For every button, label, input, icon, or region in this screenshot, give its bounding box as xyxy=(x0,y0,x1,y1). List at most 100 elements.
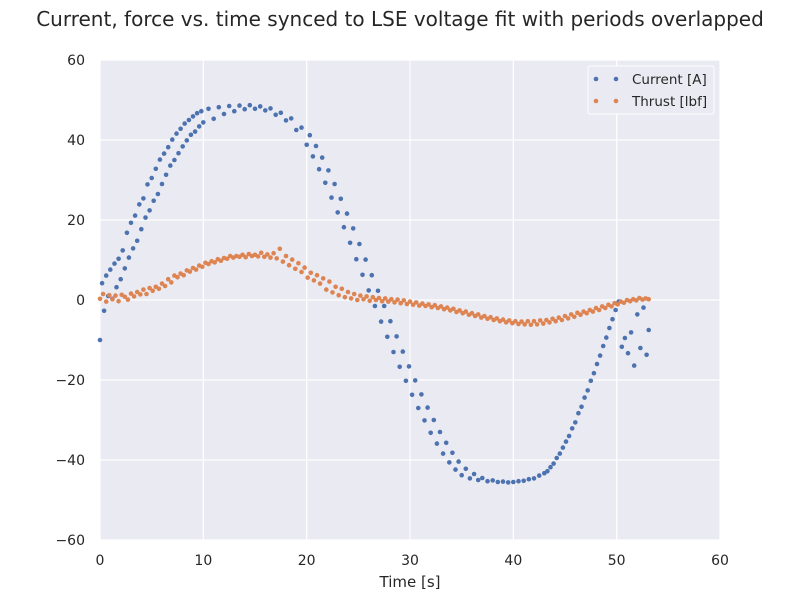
current-point xyxy=(412,378,418,383)
current-point xyxy=(178,126,183,132)
current-point xyxy=(149,175,154,181)
thrust-point xyxy=(578,312,583,318)
thrust-point xyxy=(175,274,180,280)
thrust-point xyxy=(187,269,193,274)
thrust-point xyxy=(240,252,245,258)
thrust-point xyxy=(556,315,562,320)
thrust-point xyxy=(258,250,264,256)
current-point xyxy=(646,327,651,333)
current-point xyxy=(366,288,372,293)
current-point xyxy=(585,388,590,393)
thrust-point xyxy=(404,301,410,307)
current-point xyxy=(237,103,242,108)
current-point xyxy=(99,280,105,286)
thrust-point xyxy=(283,253,289,259)
current-point xyxy=(153,166,159,172)
current-point xyxy=(338,196,344,202)
current-point xyxy=(124,230,130,236)
current-point xyxy=(190,114,196,119)
current-point xyxy=(619,344,625,350)
current-point xyxy=(505,480,511,485)
current-point xyxy=(132,213,138,218)
thrust-point xyxy=(572,314,577,320)
thrust-point xyxy=(451,306,456,312)
current-point xyxy=(101,308,107,314)
current-point xyxy=(526,476,532,482)
series-thrust xyxy=(97,246,651,328)
legend: Current [A] Thrust [lbf] xyxy=(587,65,715,115)
current-point xyxy=(118,276,123,282)
current-point xyxy=(422,418,427,423)
thrust-point xyxy=(358,293,363,298)
current-point xyxy=(521,478,526,484)
y-tick-label: 0 xyxy=(76,293,85,309)
current-point xyxy=(604,335,609,340)
thrust-point xyxy=(386,299,391,304)
current-point xyxy=(172,157,177,163)
thrust-point xyxy=(615,302,620,307)
current-point xyxy=(582,395,587,400)
current-point xyxy=(385,334,390,340)
current-point xyxy=(440,451,446,456)
thrust-point xyxy=(355,297,360,303)
thrust-point xyxy=(553,318,558,324)
thrust-point xyxy=(128,291,134,296)
thrust-point xyxy=(308,270,314,276)
current-point xyxy=(360,272,365,278)
current-point xyxy=(490,478,496,483)
thrust-point xyxy=(547,320,552,325)
thrust-point xyxy=(255,254,261,259)
current-point xyxy=(569,426,575,431)
x-tick-label: 40 xyxy=(504,553,522,569)
current-point xyxy=(459,472,465,478)
current-point xyxy=(431,417,437,423)
thrust-point xyxy=(169,280,174,285)
thrust-point xyxy=(534,322,540,327)
current-point xyxy=(350,226,356,231)
thrust-point xyxy=(482,313,487,319)
thrust-point xyxy=(519,319,524,324)
thrust-point xyxy=(590,309,596,314)
current-point xyxy=(174,131,179,136)
current-point xyxy=(232,108,237,114)
current-point xyxy=(199,108,204,114)
current-point xyxy=(357,241,362,247)
legend-label-thrust: Thrust [lbf] xyxy=(631,94,707,110)
thrust-point xyxy=(265,252,270,257)
current-point xyxy=(147,208,152,213)
current-point xyxy=(170,137,175,142)
current-point xyxy=(403,378,409,384)
current-point xyxy=(257,104,263,109)
thrust-point xyxy=(361,296,366,302)
current-point xyxy=(137,202,142,207)
thrust-point xyxy=(181,272,186,278)
current-point xyxy=(631,363,637,368)
current-point xyxy=(192,129,198,134)
current-point xyxy=(625,350,631,356)
thrust-point xyxy=(286,262,292,268)
tick-labels: 0 10 20 30 40 50 60 −60 −40 −20 0 20 40 60 xyxy=(55,53,728,569)
legend-marker-current xyxy=(593,76,599,82)
current-point xyxy=(475,477,481,483)
current-point xyxy=(114,284,119,290)
legend-marker-current xyxy=(613,76,619,82)
thrust-point xyxy=(367,298,373,304)
thrust-point xyxy=(348,296,354,301)
series-current xyxy=(97,102,651,485)
current-point xyxy=(176,150,181,156)
current-point xyxy=(278,110,284,116)
thrust-point xyxy=(268,255,273,260)
thrust-point xyxy=(162,283,168,289)
thrust-point xyxy=(420,301,425,306)
current-point xyxy=(635,312,640,317)
thrust-point xyxy=(382,296,388,301)
data-points xyxy=(97,102,651,485)
current-point xyxy=(545,468,550,474)
current-point xyxy=(344,211,350,216)
current-point xyxy=(184,138,190,143)
y-tick-label: 20 xyxy=(67,213,85,229)
thrust-point xyxy=(544,317,549,323)
thrust-point xyxy=(596,307,602,313)
current-point xyxy=(112,261,117,266)
